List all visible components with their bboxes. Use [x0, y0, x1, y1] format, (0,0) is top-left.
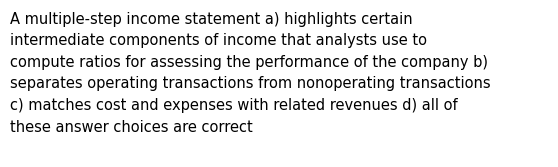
- Text: A multiple-step income statement a) highlights certain
intermediate components o: A multiple-step income statement a) high…: [10, 12, 490, 135]
